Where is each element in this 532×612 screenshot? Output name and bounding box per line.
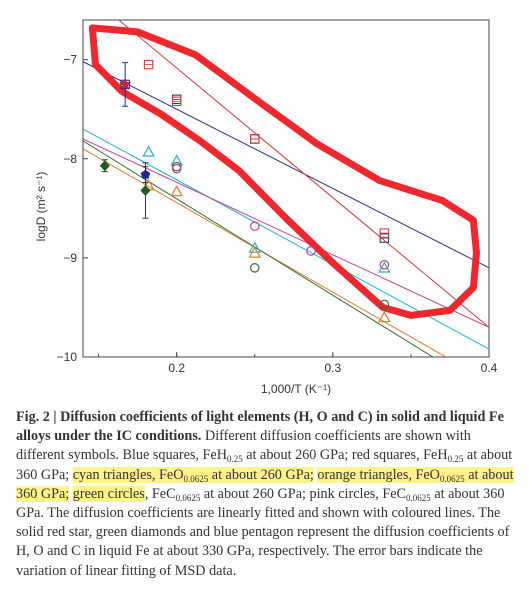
triangle-marker: [378, 310, 391, 323]
diffusion-chart: 0.2 0.3 0.4 −7 −8 −9 −10 1,000/T (K⁻¹) logD (m² …: [34, 19, 498, 396]
circle-marker: [249, 262, 260, 273]
fit-line: [118, 20, 489, 328]
y-tick-label: −10: [57, 350, 78, 364]
hand-drawn-outline: [88, 24, 480, 319]
triangle-marker: [142, 145, 155, 157]
axes: [82, 19, 490, 358]
fit-line: [83, 148, 447, 357]
y-tick-label: −8: [63, 152, 77, 166]
circle-marker: [379, 299, 390, 310]
fit-line: [83, 140, 434, 357]
diamond-marker: [99, 160, 110, 172]
freehand-outline: [88, 24, 480, 319]
star-marker: [118, 77, 132, 90]
x-tick-label: 0.2: [168, 361, 185, 375]
x-tick-label: 0.4: [481, 361, 498, 375]
y-tick-label: −7: [63, 53, 77, 67]
caption-title: Diffusion coefficients of light elements…: [16, 409, 504, 445]
fit-line: [83, 61, 489, 269]
caption-text: Different diffusion coefficients are sho…: [16, 428, 514, 579]
fit-lines: [83, 20, 489, 357]
triangle-marker: [170, 185, 183, 197]
circle-marker: [171, 161, 182, 172]
data-markers: [99, 59, 391, 323]
caption-highlight-green: green circles: [72, 485, 145, 502]
caption-highlight-cyan: cyan triangles, FeO0.0625 at about 260 G…: [72, 466, 314, 484]
plot-frame: [82, 19, 490, 358]
triangle-marker: [170, 154, 183, 166]
figure-caption: Fig. 2 | Diffusion coefficients of light…: [16, 408, 518, 581]
triangle-marker: [378, 261, 391, 273]
circle-marker: [171, 163, 182, 174]
axis-labels: 0.2 0.3 0.4 −7 −8 −9 −10 1,000/T (K⁻¹) logD (m² …: [34, 53, 498, 396]
triangle-marker: [248, 246, 261, 258]
diamond-marker: [140, 184, 151, 196]
y-tick-label: −9: [63, 251, 77, 265]
fit-line: [83, 138, 489, 328]
caption-fig-label: Fig. 2 |: [16, 409, 57, 425]
x-tick-label: 0.3: [325, 361, 342, 375]
y-axis-label: logD (m² s⁻¹): [34, 172, 48, 242]
x-axis-label: 1,000/T (K⁻¹): [261, 382, 331, 396]
circle-marker: [306, 246, 316, 256]
pentagon-marker: [140, 169, 151, 179]
circle-marker: [379, 260, 390, 270]
triangle-marker: [248, 241, 261, 253]
circle-marker: [249, 221, 260, 231]
